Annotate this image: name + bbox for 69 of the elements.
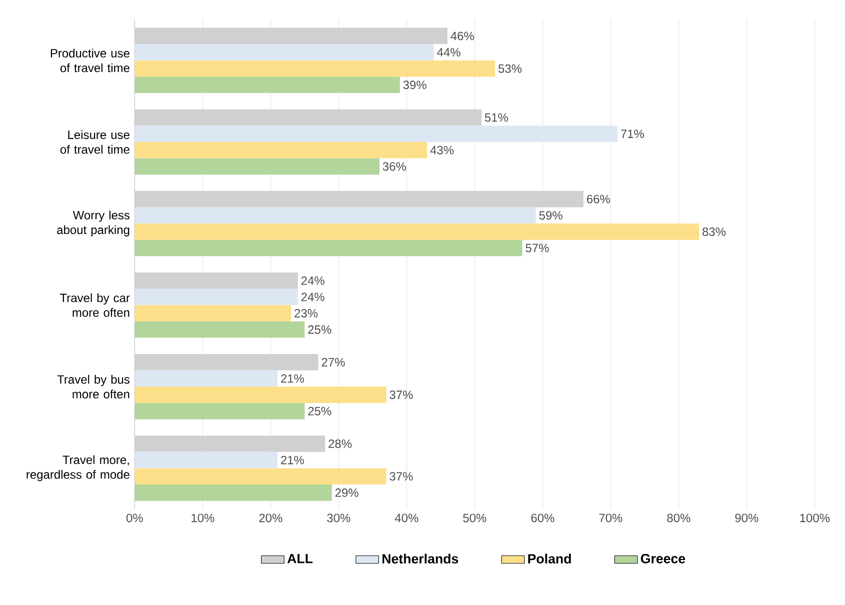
data-label: 28% bbox=[328, 439, 352, 448]
bar bbox=[134, 224, 700, 240]
data-label: 39% bbox=[403, 80, 426, 90]
data-label: 25% bbox=[308, 406, 332, 416]
data-label: 66% bbox=[587, 194, 610, 204]
data-label: 71% bbox=[621, 130, 644, 138]
legend-label: Greece bbox=[640, 554, 686, 564]
bar bbox=[134, 109, 482, 126]
x-tick-label: 10% bbox=[192, 514, 214, 522]
data-label: 59% bbox=[539, 211, 562, 220]
bar bbox=[134, 272, 298, 289]
x-tick-label: 30% bbox=[327, 514, 350, 522]
data-label: 46% bbox=[450, 32, 474, 40]
data-label: 21% bbox=[281, 374, 304, 383]
x-tick-label: 40% bbox=[394, 514, 418, 522]
data-label: 53% bbox=[498, 64, 522, 73]
data-label: 37% bbox=[390, 390, 413, 400]
x-tick-label: 100% bbox=[800, 514, 830, 522]
x-tick-label: 70% bbox=[599, 514, 622, 522]
bar bbox=[134, 142, 428, 158]
bar bbox=[134, 207, 536, 224]
data-label: 83% bbox=[702, 227, 726, 236]
bar bbox=[134, 484, 332, 501]
x-tick-label: 90% bbox=[735, 514, 758, 522]
data-label: 36% bbox=[382, 162, 406, 171]
legend-label: Poland bbox=[528, 554, 571, 564]
data-label: 21% bbox=[281, 456, 304, 464]
legend-label: Netherlands bbox=[382, 554, 458, 564]
bar bbox=[134, 158, 380, 175]
data-label: 24% bbox=[301, 292, 324, 302]
data-label: 44% bbox=[437, 48, 460, 56]
bar bbox=[134, 436, 326, 452]
data-label: 57% bbox=[526, 244, 549, 252]
y-tick-label: Travel by car more often bbox=[60, 293, 130, 317]
legend-label: ALL bbox=[287, 554, 313, 564]
x-tick-label: 0% bbox=[126, 514, 143, 522]
bar bbox=[134, 305, 292, 322]
bar bbox=[134, 370, 278, 387]
bar bbox=[134, 190, 584, 208]
bar bbox=[134, 354, 318, 370]
y-tick-label: Leisure use of travel time bbox=[60, 130, 130, 154]
bar bbox=[134, 386, 386, 403]
data-label: 51% bbox=[484, 113, 508, 122]
data-label: 25% bbox=[308, 325, 332, 334]
y-tick-label: Worry less about parking bbox=[57, 210, 130, 236]
bar bbox=[134, 452, 278, 468]
bar bbox=[134, 28, 448, 44]
bar bbox=[134, 240, 522, 256]
bar bbox=[134, 60, 496, 77]
bar bbox=[134, 126, 618, 142]
bar bbox=[134, 402, 305, 420]
data-label: 27% bbox=[322, 358, 345, 366]
bar bbox=[134, 321, 305, 338]
data-label: 37% bbox=[390, 472, 413, 481]
data-label: 29% bbox=[335, 488, 358, 497]
x-tick-label: 50% bbox=[463, 514, 486, 522]
bar bbox=[134, 468, 386, 485]
x-tick-label: 80% bbox=[667, 514, 690, 522]
bar bbox=[134, 76, 400, 94]
y-tick-label: Travel more, regardless of mode bbox=[26, 455, 130, 482]
data-label: 24% bbox=[301, 276, 324, 285]
bar bbox=[134, 44, 434, 60]
bar bbox=[134, 288, 298, 306]
x-tick-label: 20% bbox=[259, 514, 282, 522]
y-tick-label: Productive use of travel time bbox=[50, 48, 130, 72]
data-label: 23% bbox=[294, 309, 318, 318]
y-tick-label: Travel by bus more often bbox=[57, 374, 130, 398]
x-tick-label: 60% bbox=[531, 514, 554, 522]
data-label: 43% bbox=[430, 146, 454, 154]
